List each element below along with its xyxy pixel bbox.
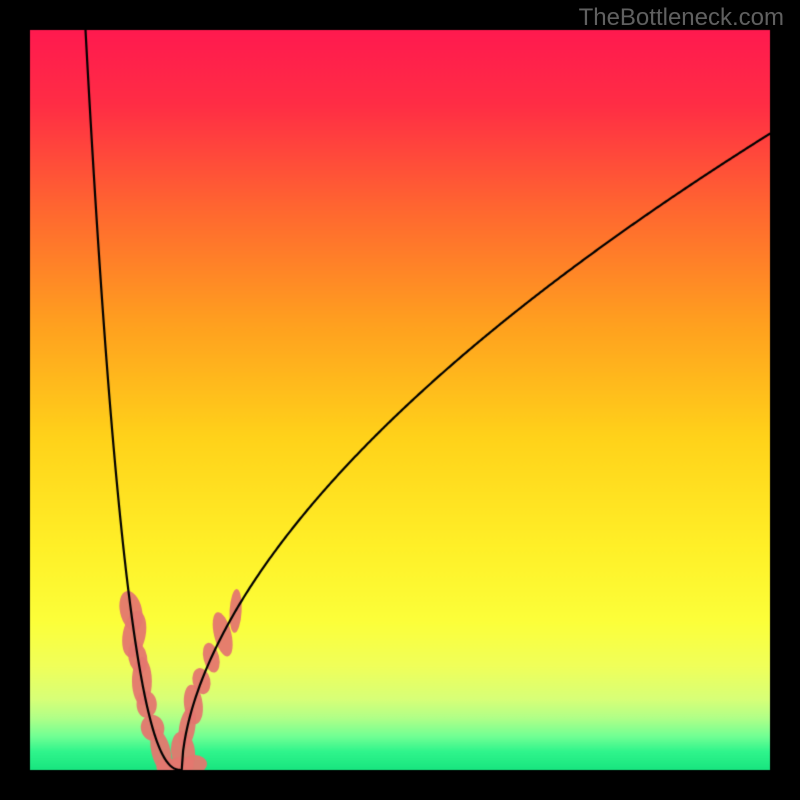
chart-canvas	[0, 0, 800, 800]
watermark-text: TheBottleneck.com	[579, 4, 784, 32]
chart-root: TheBottleneck.com	[0, 0, 800, 800]
